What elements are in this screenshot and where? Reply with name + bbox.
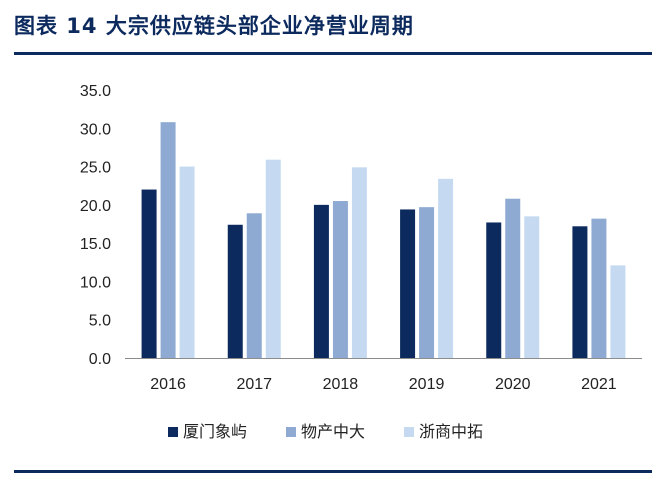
x-tick-label: 2018 xyxy=(323,376,359,393)
legend-swatch xyxy=(404,427,414,437)
legend-label: 物产中大 xyxy=(301,422,365,441)
legend-swatch xyxy=(168,427,178,437)
title-rule xyxy=(14,52,652,55)
x-tick-label: 2017 xyxy=(236,376,272,393)
bar-3-2018 xyxy=(351,167,367,358)
bar-1-2019 xyxy=(400,209,416,358)
legend-label: 浙商中拓 xyxy=(419,422,483,441)
y-tick-label: 0.0 xyxy=(89,351,111,368)
x-tick-label: 2020 xyxy=(495,376,531,393)
x-axis: 2016 2017 2018 2019 2020 2021 xyxy=(125,358,642,393)
y-tick-label: 30.0 xyxy=(80,121,111,138)
y-tick-label: 5.0 xyxy=(89,313,111,330)
bar-2-2017 xyxy=(246,213,262,358)
bar-2-2016 xyxy=(160,122,176,358)
y-tick-label: 25.0 xyxy=(80,160,111,177)
y-tick-label: 35.0 xyxy=(80,83,111,100)
bars xyxy=(141,122,626,358)
y-axis: 0.0 5.0 10.0 15.0 20.0 25.0 30.0 35.0 xyxy=(80,83,111,368)
bar-3-2021 xyxy=(610,265,626,358)
x-tick-label: 2016 xyxy=(150,376,186,393)
bar-3-2017 xyxy=(265,159,281,358)
y-tick-label: 10.0 xyxy=(80,274,111,291)
bar-1-2017 xyxy=(227,224,243,358)
bar-1-2020 xyxy=(486,222,502,358)
bar-3-2020 xyxy=(524,216,540,358)
y-tick-label: 15.0 xyxy=(80,236,111,253)
bar-3-2016 xyxy=(179,166,195,358)
footer-rule xyxy=(14,470,652,473)
legend-swatch xyxy=(286,427,296,437)
x-tick-label: 2019 xyxy=(409,376,445,393)
bar-1-2021 xyxy=(572,226,588,358)
bar-1-2018 xyxy=(313,204,329,358)
bar-2-2018 xyxy=(332,201,348,358)
legend-label: 厦门象屿 xyxy=(183,422,247,441)
x-tick-label: 2021 xyxy=(581,376,617,393)
bar-2-2019 xyxy=(419,207,435,358)
bar-2-2021 xyxy=(591,218,607,358)
y-tick-label: 20.0 xyxy=(80,198,111,215)
legend: 厦门象屿 物产中大 浙商中拓 xyxy=(168,422,483,441)
bar-3-2019 xyxy=(438,178,454,358)
bar-1-2016 xyxy=(141,189,157,358)
chart-title: 图表 14 大宗供应链头部企业净营业周期 xyxy=(14,14,414,38)
bar-2-2020 xyxy=(505,198,521,358)
